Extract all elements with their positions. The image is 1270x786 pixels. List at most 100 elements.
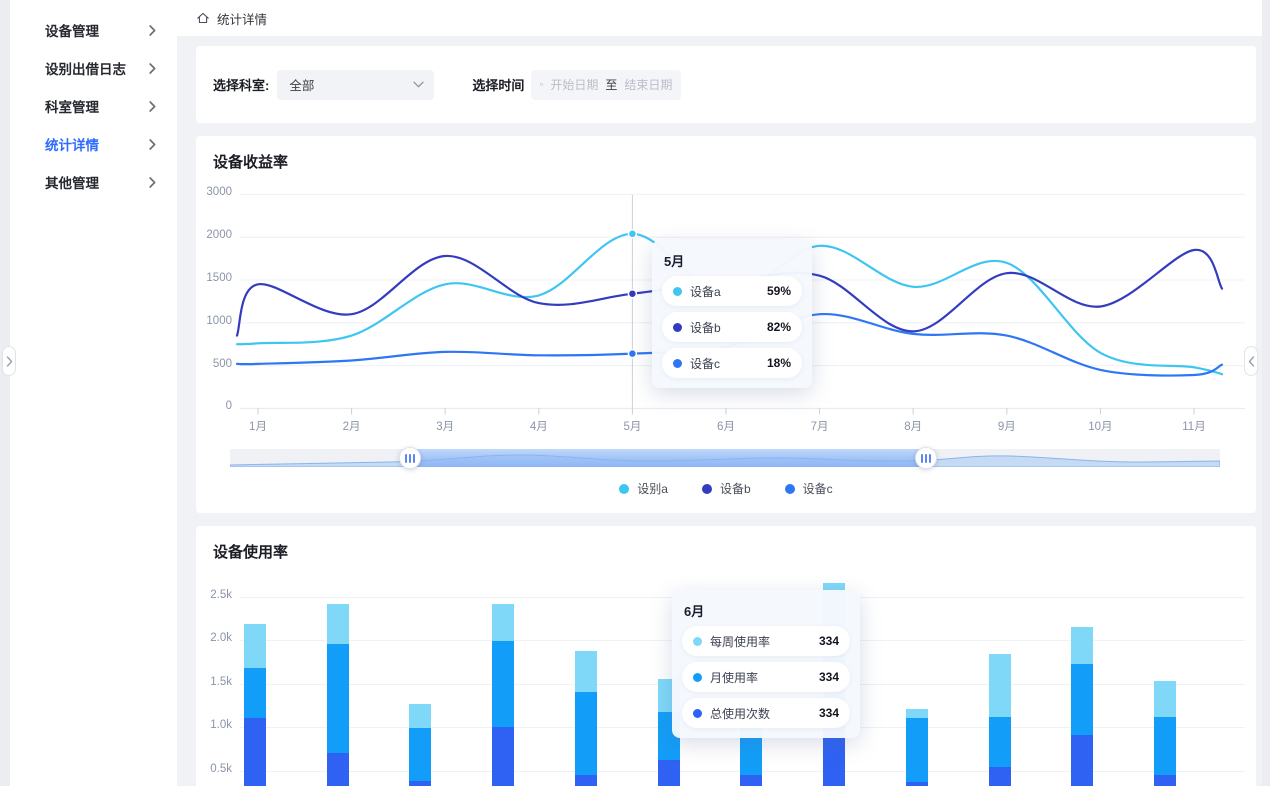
bar-m5-segment[interactable]: [574, 774, 597, 786]
series-dot-icon: [693, 708, 702, 718]
end-date-input[interactable]: 结束日期: [624, 78, 673, 92]
bar-m12-segment[interactable]: [1154, 717, 1177, 775]
x-axis-tick-label: 5月: [623, 421, 642, 434]
chevron-right-icon: [149, 24, 156, 36]
x-axis-tick-label: 8月: [904, 421, 923, 434]
x-axis-tick-label: 9月: [997, 421, 1016, 434]
usage-chart[interactable]: 0.5k 1.0k 1.5k 2.0k 2.5k 6月 每周使用率 334 月使用率 334 总使用…: [196, 575, 1256, 786]
datazoom-selected-range[interactable]: [410, 449, 926, 467]
bar-m4-segment[interactable]: [492, 727, 515, 786]
right-drawer-toggle[interactable]: [1244, 346, 1258, 376]
sidebar-item-label: 设别出借日志: [45, 62, 126, 77]
home-icon[interactable]: [196, 11, 210, 25]
bar-m3-segment[interactable]: [409, 780, 432, 786]
breadcrumb-bar: 统计详情: [177, 0, 1262, 37]
tooltip-row: 设备b 82%: [662, 312, 802, 342]
bar-m2-segment[interactable]: [326, 644, 349, 754]
highlight-dot-c: [627, 348, 638, 359]
chart-tooltip: 5月 设备a 59% 设备b 82% 设备c 18%: [652, 240, 812, 388]
bar-m1-segment[interactable]: [244, 624, 266, 668]
sidebar-item-label: 其他管理: [45, 176, 99, 191]
sidebar-item-2[interactable]: 设别出借日志: [10, 49, 177, 87]
bar-m4-segment[interactable]: [492, 604, 515, 641]
bar-m4-segment[interactable]: [492, 640, 515, 727]
sidebar: 设备管理设别出借日志 科室管理统计详情其他管理: [10, 0, 177, 786]
bar-m11-segment[interactable]: [1071, 626, 1094, 665]
tooltip-series-name: 每周使用率: [710, 634, 771, 649]
sidebar-item-label: 统计详情: [45, 138, 99, 153]
legend-item[interactable]: 设备c: [784, 480, 833, 497]
x-axis-tick-label: 4月: [529, 421, 548, 434]
chevron-right-icon: [149, 62, 156, 74]
datazoom-right-handle[interactable]: [914, 447, 937, 469]
legend-label: 设备b: [719, 482, 751, 496]
revenue-chart-card: 设备收益率 0 500 1000 1500 2000 3000 1月 2月 3月 4月 5月 6月 7月…: [196, 136, 1256, 513]
y-axis-tick-label: 0.5k: [210, 762, 232, 775]
calendar-icon: [540, 83, 544, 86]
bar-m3-segment[interactable]: [409, 727, 432, 781]
legend-dot-icon: [701, 483, 712, 494]
tooltip-row: 月使用率 334: [682, 662, 850, 692]
bar-m1-segment[interactable]: [244, 667, 266, 719]
tooltip-series-value: 18%: [766, 356, 791, 370]
legend-label: 设别a: [637, 482, 668, 496]
bar-m1-segment[interactable]: [244, 718, 266, 786]
bar-m6-segment[interactable]: [657, 760, 680, 786]
breadcrumb[interactable]: 统计详情: [217, 12, 268, 27]
bar-m12-segment[interactable]: [1154, 774, 1177, 786]
y-axis-tick-label: 2.0k: [210, 632, 232, 644]
y-axis-tick-label: 1.0k: [210, 719, 232, 731]
sidebar-item-4[interactable]: 统计详情: [10, 125, 177, 163]
legend-item[interactable]: 设备b: [701, 480, 751, 497]
bar-m3-segment[interactable]: [409, 704, 432, 728]
bar-m10-segment[interactable]: [988, 767, 1011, 786]
date-range-picker[interactable]: 开始日期 至 结束日期: [531, 69, 682, 100]
bar-m5-segment[interactable]: [574, 651, 597, 693]
chevron-down-icon: [413, 81, 424, 88]
sidebar-item-1[interactable]: 设备管理: [10, 11, 177, 49]
sidebar-item-label: 设备管理: [45, 24, 99, 39]
tooltip-series-name: 设备b: [690, 320, 721, 335]
sidebar-item-label: 科室管理: [45, 100, 99, 115]
tooltip-series-value: 334: [818, 706, 839, 720]
tooltip-series-value: 82%: [766, 320, 791, 334]
sidebar-item-5[interactable]: 其他管理: [10, 163, 177, 201]
chart-tooltip: 6月 每周使用率 334 月使用率 334 总使用次数 334: [672, 590, 860, 738]
tooltip-row: 总使用次数 334: [682, 698, 850, 728]
bar-m10-segment[interactable]: [988, 653, 1011, 717]
datazoom-slider[interactable]: [230, 447, 1220, 469]
datazoom-left-handle[interactable]: [399, 447, 422, 469]
dept-select-value: 全部: [289, 79, 315, 93]
bar-m11-segment[interactable]: [1071, 734, 1094, 786]
dept-select[interactable]: 全部: [277, 69, 435, 100]
tooltip-series-name: 设备a: [690, 284, 721, 299]
bar-m10-segment[interactable]: [988, 716, 1011, 767]
bar-m9-segment[interactable]: [905, 718, 928, 782]
bar-m9-segment[interactable]: [905, 781, 928, 786]
tooltip-series-value: 59%: [766, 284, 791, 298]
series-dot-icon: [673, 322, 682, 332]
legend-label: 设备c: [802, 482, 833, 496]
x-axis-tick-label: 10月: [1088, 421, 1113, 434]
bar-m7-segment[interactable]: [740, 774, 763, 786]
bar-m2-segment[interactable]: [326, 753, 349, 786]
left-drawer-toggle[interactable]: [2, 346, 16, 376]
bar-m5-segment[interactable]: [574, 692, 597, 775]
chevron-right-icon: [6, 355, 12, 367]
tooltip-row: 设备a 59%: [662, 276, 802, 306]
tooltip-series-name: 月使用率: [710, 670, 759, 685]
main-panel: 统计详情 选择科室: 全部 选择时间 开始日期 至 结束日期 设备收益率 0 50…: [177, 0, 1262, 786]
y-axis-tick-label: 3000: [206, 186, 232, 199]
start-date-input[interactable]: 开始日期: [550, 78, 599, 92]
y-axis-tick-label: 2.5k: [210, 588, 232, 601]
bar-m12-segment[interactable]: [1154, 680, 1177, 718]
bar-m9-segment[interactable]: [905, 708, 928, 719]
sidebar-item-3[interactable]: 科室管理: [10, 87, 177, 125]
chevron-left-icon: [1248, 355, 1254, 367]
filter-card: 选择科室: 全部 选择时间 开始日期 至 结束日期: [196, 46, 1256, 123]
revenue-chart[interactable]: 0 500 1000 1500 2000 3000 1月 2月 3月 4月 5月 6月 7月 8月 9月 10…: [196, 177, 1256, 433]
tooltip-series-value: 334: [818, 634, 839, 648]
legend-item[interactable]: 设别a: [619, 480, 668, 497]
bar-m11-segment[interactable]: [1071, 664, 1094, 735]
bar-m2-segment[interactable]: [326, 604, 349, 645]
